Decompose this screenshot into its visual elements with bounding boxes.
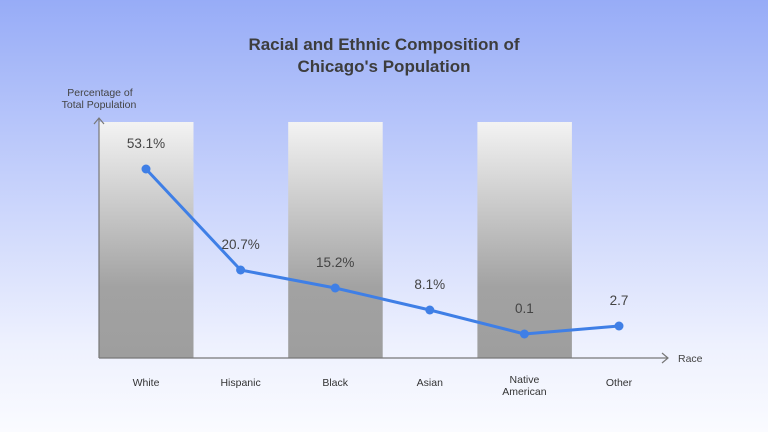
y-axis-arrow <box>93 117 105 125</box>
column-white <box>99 122 194 358</box>
data-label: 8.1% <box>414 277 445 292</box>
column-native-american <box>477 122 572 358</box>
data-point <box>519 329 529 339</box>
x-tick-label: Asian <box>417 377 443 389</box>
data-point <box>330 283 340 293</box>
data-point <box>236 265 246 275</box>
data-label: 15.2% <box>316 255 354 270</box>
x-axis-label: Race <box>678 353 703 365</box>
x-tick-label: Native <box>510 374 540 386</box>
data-label: 0.1 <box>515 301 534 316</box>
x-tick-label: White <box>133 377 160 389</box>
data-label: 2.7 <box>610 293 629 308</box>
chart-title-line2: Chicago's Population <box>297 57 470 76</box>
chart-title-line1: Racial and Ethnic Composition of <box>248 35 519 54</box>
data-label: 20.7% <box>221 237 259 252</box>
axes <box>93 117 669 364</box>
data-point <box>141 164 151 174</box>
x-tick-label: Hispanic <box>220 377 260 389</box>
x-tick-label: Black <box>322 377 348 389</box>
x-axis-arrow <box>661 352 669 364</box>
y-axis-label-line2: Total Population <box>62 99 137 111</box>
column-black <box>288 122 383 358</box>
data-point <box>614 321 624 331</box>
x-tick-label: American <box>502 386 547 398</box>
y-axis-label-line1: Percentage of <box>67 87 132 99</box>
series-line <box>144 167 620 336</box>
x-tick-label: Other <box>606 377 633 389</box>
data-label: 53.1% <box>127 136 165 151</box>
data-point <box>425 305 435 315</box>
